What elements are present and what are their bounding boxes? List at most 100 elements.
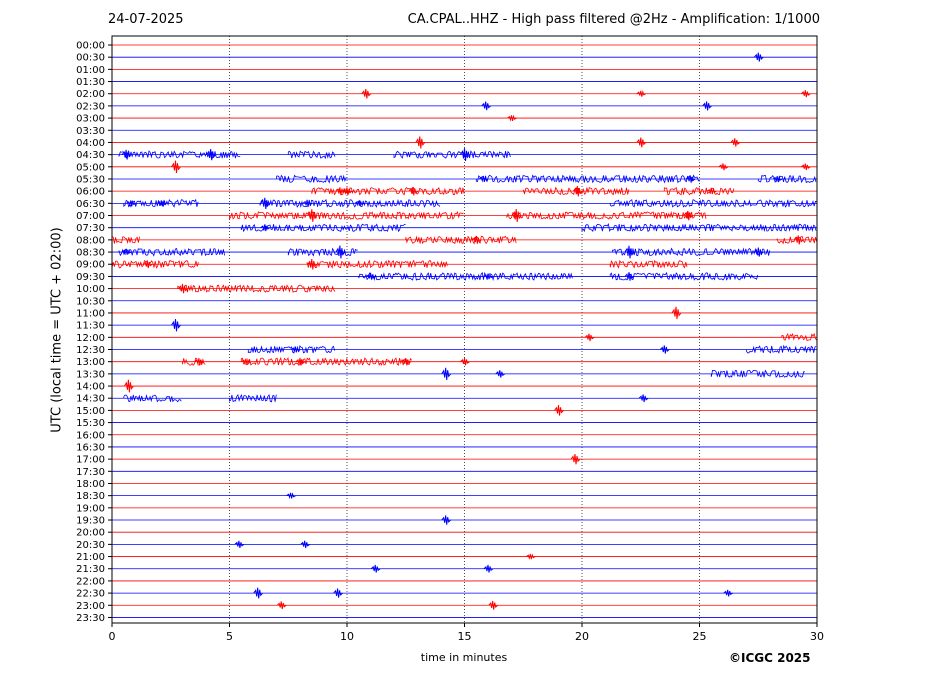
trace-spike — [671, 306, 682, 320]
trace-spike — [460, 148, 470, 162]
trace-activity — [710, 369, 805, 379]
trace-spike — [302, 199, 313, 207]
trace-spike — [366, 273, 376, 280]
trace-spike — [415, 136, 426, 149]
y-tick-label: 22:00 — [76, 576, 105, 587]
trace-activity — [287, 247, 358, 257]
y-tick-label: 08:30 — [76, 248, 105, 259]
trace-activity — [612, 247, 771, 257]
trace-spike — [638, 394, 649, 403]
trace-spike — [206, 148, 217, 161]
trace-spike — [800, 163, 811, 171]
trace-spike — [121, 248, 132, 256]
y-tick-label: 18:30 — [76, 491, 105, 502]
y-tick-label: 07:00 — [76, 211, 105, 222]
trace-spike — [401, 358, 412, 366]
y-tick-label: 12:30 — [76, 345, 105, 356]
y-tick-label: 14:30 — [76, 394, 105, 405]
trace-spike — [481, 101, 492, 111]
grid-layer — [229, 36, 700, 623]
trace-activity — [781, 332, 817, 342]
y-tick-label: 03:00 — [76, 114, 105, 125]
trace-spike — [307, 259, 318, 270]
trace-layer — [111, 44, 818, 618]
trace-spike — [342, 187, 353, 195]
trace-spike — [511, 209, 522, 223]
trace-activity — [581, 223, 817, 233]
trace-activity — [506, 210, 707, 220]
trace-spike — [659, 345, 670, 354]
trace-spike — [361, 88, 372, 99]
trace-spike — [335, 187, 346, 196]
trace-spike — [194, 358, 205, 366]
trace-spike — [702, 101, 712, 111]
trace-spike — [483, 273, 494, 280]
trace-activity — [663, 187, 735, 196]
trace-spike — [260, 224, 271, 232]
x-tick-label: 10 — [340, 630, 354, 643]
trace-spike — [488, 600, 499, 610]
trace-activity — [111, 259, 199, 269]
trace-spike — [753, 247, 764, 257]
trace-spike — [333, 588, 343, 598]
plot-frame — [111, 35, 818, 624]
trace-spike — [707, 187, 717, 195]
y-tick-label: 02:30 — [76, 101, 105, 112]
trace-activity — [123, 394, 182, 403]
x-tick-label: 15 — [458, 630, 472, 643]
trace-spike — [291, 345, 301, 354]
trace-activity — [247, 345, 336, 354]
trace-spike — [156, 199, 167, 207]
trace-spike — [526, 553, 536, 560]
trace-activity — [393, 150, 511, 159]
trace-spike — [123, 379, 134, 393]
y-tick-label: 19:30 — [76, 516, 105, 527]
trace-activity — [240, 223, 406, 233]
trace-spike — [408, 186, 419, 196]
trace-spike — [171, 160, 181, 173]
trace-spike — [286, 492, 296, 500]
trace-activity — [287, 150, 336, 160]
chart-date: 24-07-2025 — [108, 12, 184, 27]
y-tick-label: 01:00 — [76, 65, 105, 76]
trace-activity — [609, 259, 688, 269]
y-tick-label: 06:00 — [76, 187, 105, 198]
y-tick-label: 09:30 — [76, 272, 105, 283]
y-tick-label: 05:30 — [76, 174, 105, 185]
y-tick-label: 01:30 — [76, 77, 105, 88]
trace-activity — [229, 210, 464, 220]
y-tick-label: 00:30 — [76, 53, 105, 64]
trace-spike — [624, 245, 635, 259]
y-tick-label: 11:30 — [76, 321, 105, 332]
y-tick-label: 18:00 — [76, 479, 105, 490]
trace-spike — [441, 367, 452, 380]
y-tick-label: 20:30 — [76, 540, 105, 551]
y-tick-label: 00:00 — [76, 41, 105, 52]
trace-spike — [171, 318, 181, 332]
trace-spike — [572, 185, 583, 197]
trace-activity — [118, 247, 225, 257]
trace-spike — [730, 138, 741, 147]
trace-activity — [259, 198, 441, 208]
trace-activity — [746, 344, 817, 355]
trace-spike — [753, 52, 764, 62]
y-tick-label: 10:30 — [76, 296, 105, 307]
trace-spike — [253, 587, 264, 599]
x-tick-label: 5 — [226, 630, 233, 643]
trace-activity — [757, 174, 817, 184]
y-tick-label: 15:00 — [76, 406, 105, 417]
trace-activity — [609, 199, 817, 208]
trace-activity — [306, 259, 448, 269]
y-tick-label: 09:00 — [76, 260, 105, 271]
trace-activity — [358, 271, 573, 282]
trace-spike — [570, 453, 581, 465]
y-tick-label: 08:00 — [76, 235, 105, 246]
trace-spike — [441, 515, 452, 525]
y-tick-label: 20:00 — [76, 528, 105, 539]
trace-activity — [276, 174, 347, 184]
y-tick-label: 03:30 — [76, 126, 105, 137]
trace-spike — [142, 260, 153, 269]
y-tick-label: 10:00 — [76, 284, 105, 295]
trace-spike — [121, 149, 132, 160]
